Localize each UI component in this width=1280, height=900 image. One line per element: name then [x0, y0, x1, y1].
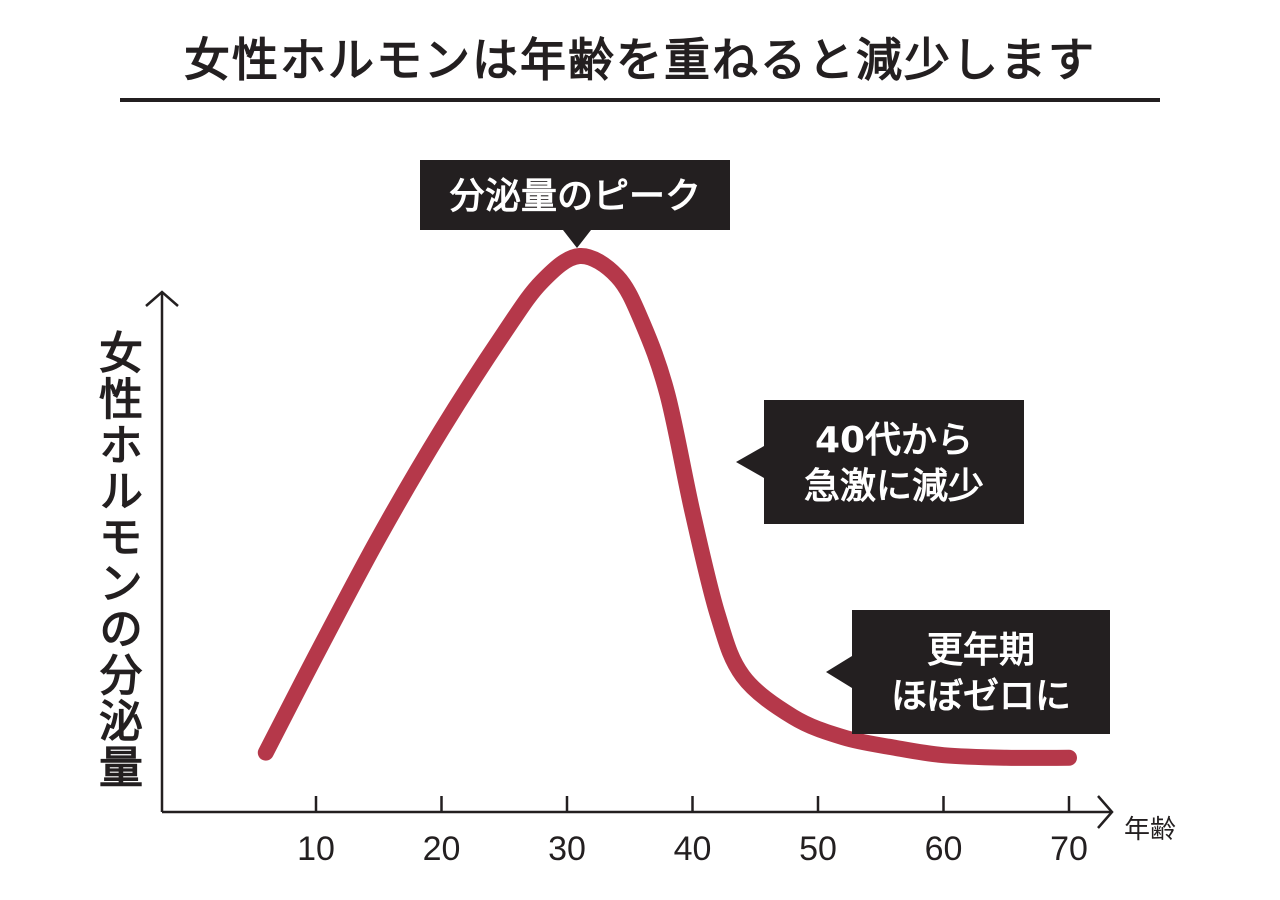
- callout-text: 急激に減少: [804, 466, 984, 507]
- callout-text: 40代から: [815, 420, 973, 461]
- x-ticks: 10 20 30 40 50 60 70: [297, 796, 1088, 868]
- y-axis-label: 女性ホルモンの分泌量: [91, 330, 142, 790]
- x-axis-label: 年齢: [1124, 815, 1176, 845]
- curve-layer: [257, 248, 1077, 766]
- callout-box: [852, 610, 1110, 734]
- x-tick-label: 10: [297, 830, 335, 868]
- callout-pointer: [563, 230, 591, 248]
- x-tick-label: 30: [548, 830, 586, 868]
- chart-title: 女性ホルモンは年齢を重ねると減少します: [184, 33, 1096, 87]
- x-axis-arrow: [1097, 795, 1114, 829]
- callout-text: 分泌量のピーク: [449, 176, 701, 217]
- axes: 年齢: [145, 290, 1176, 845]
- x-tick-label: 20: [423, 830, 461, 868]
- title-block: 女性ホルモンは年齢を重ねると減少します: [120, 28, 1160, 102]
- callout-box: [420, 160, 730, 230]
- callout-text: 更年期: [927, 630, 1035, 671]
- callout-pointer: [826, 656, 852, 688]
- x-tick-label: 50: [799, 830, 837, 868]
- callout-box: [764, 400, 1024, 524]
- hormone-curve: [257, 248, 1077, 766]
- x-tick-label: 70: [1050, 830, 1088, 868]
- x-tick-label: 40: [674, 830, 712, 868]
- callout-pointer: [736, 446, 764, 478]
- y-axis-arrow: [145, 290, 179, 307]
- callout-text: ほぼゼロに: [891, 676, 1071, 717]
- x-tick-label: 60: [925, 830, 963, 868]
- callout-1: 分泌量のピーク: [420, 160, 730, 248]
